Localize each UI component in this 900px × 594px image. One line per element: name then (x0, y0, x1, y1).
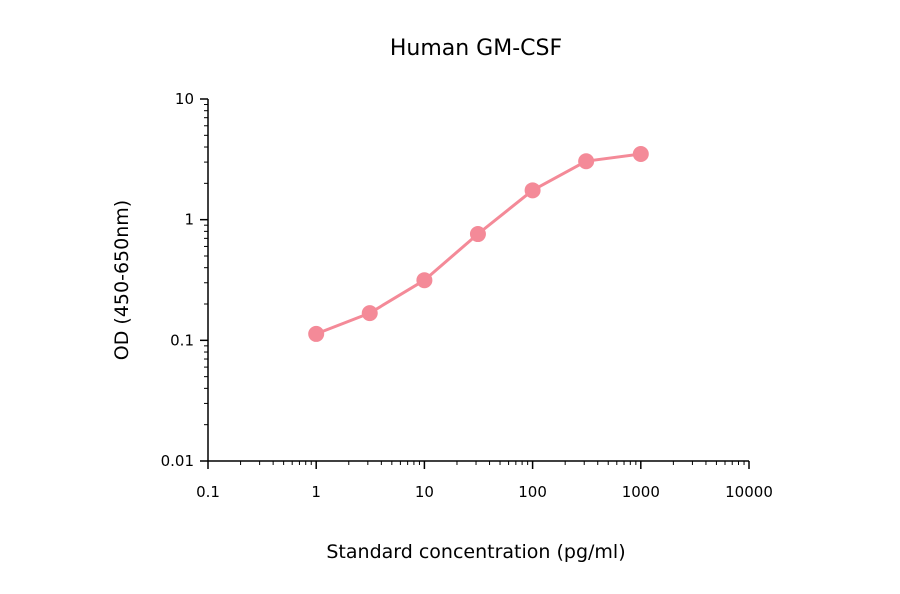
y-tick-label: 1 (184, 211, 194, 229)
data-point (308, 325, 325, 342)
x-tick-label: 1 (311, 483, 321, 501)
x-tick-label: 100 (518, 483, 547, 501)
x-tick-label: 1000 (622, 483, 660, 501)
series-layer (308, 146, 649, 342)
y-tick-label: 0.01 (161, 452, 194, 470)
data-point (361, 305, 378, 322)
y-tick-label: 0.1 (170, 331, 194, 349)
data-point (578, 153, 595, 170)
y-axis-label: OD (450-650nm) (111, 200, 133, 360)
data-point (469, 226, 486, 243)
x-axis-label: Standard concentration (pg/ml) (326, 541, 625, 563)
x-tick-label: 0.1 (196, 483, 220, 501)
x-tick-label: 10000 (725, 483, 773, 501)
x-tick-label: 10 (415, 483, 434, 501)
data-point (632, 146, 649, 163)
chart-title: Human GM-CSF (390, 36, 562, 61)
y-tick-label: 10 (175, 90, 194, 108)
data-point (524, 182, 541, 199)
data-point (416, 272, 433, 289)
